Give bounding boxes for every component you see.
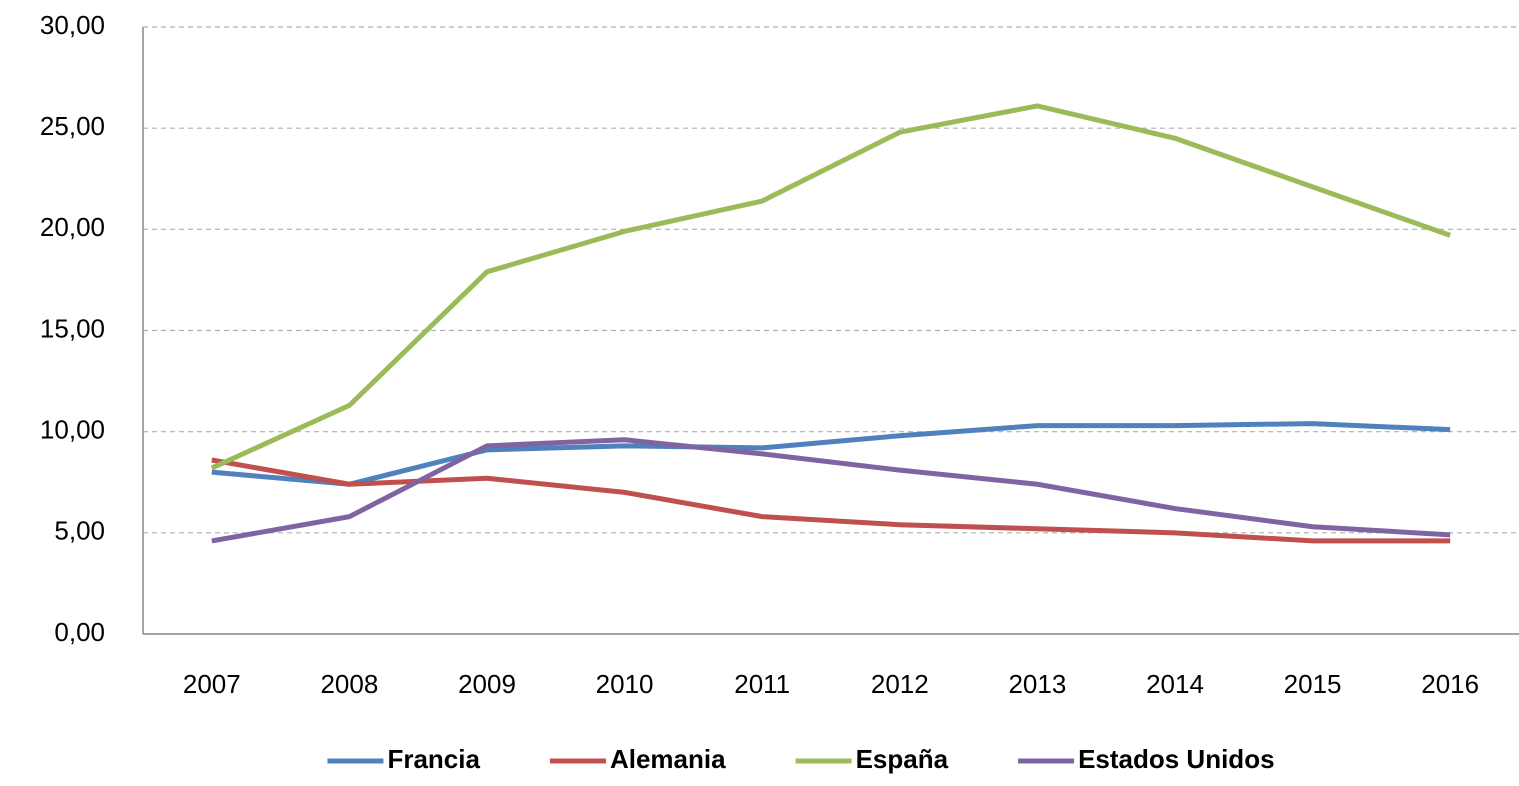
x-tick-label: 2014 — [1146, 669, 1204, 699]
legend-label: Francia — [387, 744, 480, 774]
x-tick-label: 2011 — [734, 669, 790, 699]
y-tick-label: 30,00 — [40, 10, 105, 40]
y-tick-label: 25,00 — [40, 111, 105, 141]
y-tick-label: 10,00 — [40, 415, 105, 445]
legend-label: Estados Unidos — [1078, 744, 1274, 774]
series-line — [212, 424, 1450, 485]
x-tick-label: 2010 — [596, 669, 654, 699]
y-tick-label: 20,00 — [40, 212, 105, 242]
x-tick-label: 2016 — [1421, 669, 1479, 699]
chart: 0,00 5,00 10,00 15,00 20,00 25,00 30,00 2007 200… — [0, 0, 1519, 786]
series-line — [212, 106, 1450, 468]
x-tick-label: 2008 — [320, 669, 378, 699]
x-tick-label: 2015 — [1284, 669, 1342, 699]
x-tick-label: 2012 — [871, 669, 929, 699]
x-tick-label: 2007 — [183, 669, 241, 699]
series-line — [212, 440, 1450, 541]
y-tick-label: 15,00 — [40, 313, 105, 343]
x-tick-label: 2013 — [1008, 669, 1066, 699]
legend-label: Alemania — [610, 744, 726, 774]
x-tick-label: 2009 — [458, 669, 516, 699]
legend-label: España — [856, 744, 949, 774]
y-tick-label: 5,00 — [54, 516, 105, 546]
y-tick-label: 0,00 — [54, 617, 105, 647]
